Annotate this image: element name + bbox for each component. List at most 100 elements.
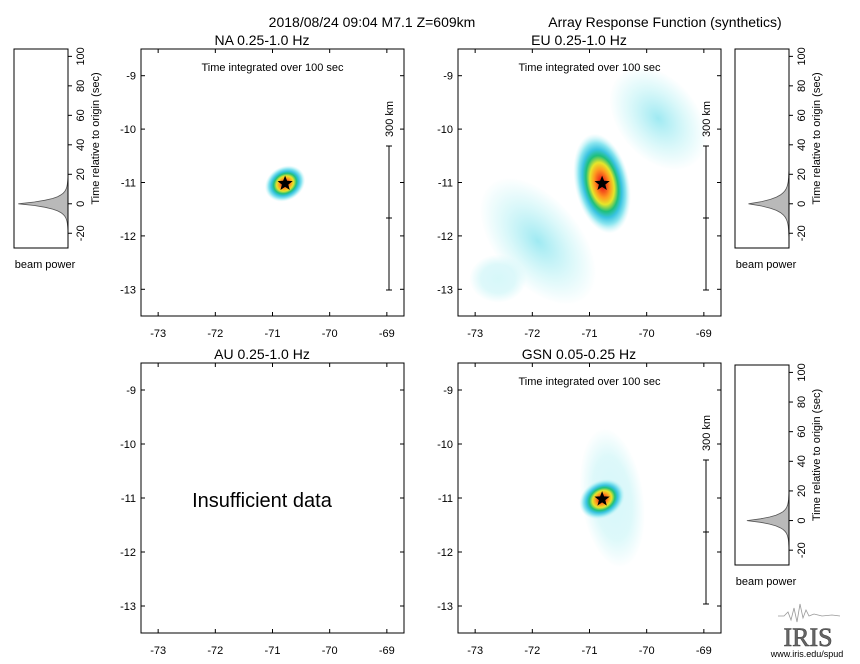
scale-bar-label: 300 km	[701, 101, 713, 137]
iris-logo: IRIS www.iris.edu/spud	[770, 603, 844, 659]
y-tick-label: -9	[126, 71, 136, 83]
beam-power-trace	[746, 485, 790, 557]
x-tick-label: -69	[696, 645, 712, 657]
array-response-panels: -73 -72 -71 -70 -69 -9 -10 -11 -12 -13 NA 0.25-1.0…	[120, 32, 722, 657]
beam-power-trace	[18, 168, 69, 240]
beam-power-trace	[748, 159, 790, 248]
panel-subtitle: Time integrated over 100 sec	[518, 376, 661, 388]
seismogram-squiggle	[778, 603, 841, 623]
beam-axis-label: Time relative to origin (sec)	[811, 72, 823, 204]
x-tick-label: -72	[524, 328, 540, 340]
y-tick-label: -10	[437, 124, 453, 136]
x-tick-label: -71	[582, 645, 598, 657]
panel-eu: -73 -72 -71 -70 -69 -9 -10 -11 -12 -13 EU 0.25-1.0…	[437, 32, 722, 340]
x-tick-label: -72	[207, 645, 223, 657]
beam-tick-label: 60	[75, 109, 87, 121]
heatmap-layer	[579, 428, 646, 568]
y-tick-label: -10	[120, 124, 136, 136]
beam-tick-label: 80	[796, 396, 808, 408]
x-tick-label: -72	[524, 645, 540, 657]
iris-url: www.iris.edu/spud	[770, 649, 844, 659]
y-tick-label: -12	[437, 231, 453, 243]
beam-power-panel: 100 80 60 40 20 0 -20 Time relative to origin (…	[734, 363, 823, 588]
x-tick-label: -70	[639, 645, 655, 657]
beam-axis-label: Time relative to origin (sec)	[811, 389, 823, 521]
y-tick-label: -9	[126, 385, 136, 397]
scale-bar-label: 300 km	[701, 415, 713, 451]
y-tick-label: -9	[443, 385, 453, 397]
beam-panel-frame	[734, 48, 790, 249]
x-tick-label: -73	[467, 645, 483, 657]
y-tick-label: -12	[120, 231, 136, 243]
iris-logo-wordmark: IRIS	[783, 623, 832, 652]
y-tick-label: -12	[120, 547, 136, 559]
panel-gsn: -73 -72 -71 -70 -69 -9 -10 -11 -12 -13 GSN 0.05-0.…	[437, 346, 722, 657]
x-tick-label: -72	[207, 328, 223, 340]
beam-tick-label: 80	[796, 80, 808, 92]
y-tick-label: -11	[438, 178, 453, 190]
y-tick-label: -11	[121, 178, 136, 190]
beam-tick-label: 80	[75, 80, 87, 92]
panel-title: GSN 0.05-0.25 Hz	[522, 346, 636, 362]
epicenter-star-marker	[594, 491, 610, 506]
beam-power-caption: beam power	[736, 259, 797, 271]
beam-power-panels: 100 80 60 40 20 0 -20 Time relative to origin (…	[13, 47, 823, 588]
beam-tick-label: 20	[796, 168, 808, 180]
insufficient-data-message: Insufficient data	[192, 490, 333, 512]
panel-title: AU 0.25-1.0 Hz	[214, 346, 310, 362]
panel-au: -73 -72 -71 -70 -69 -9 -10 -11 -12 -13 AU 0.25-1.0…	[120, 346, 405, 657]
beam-panel-frame	[13, 48, 69, 249]
y-tick-label: -10	[120, 439, 136, 451]
y-tick-label: -13	[120, 284, 136, 296]
y-tick-label: -10	[437, 439, 453, 451]
x-tick-label: -71	[265, 645, 281, 657]
panel-title: NA 0.25-1.0 Hz	[215, 32, 310, 48]
beam-tick-label: -20	[75, 225, 87, 241]
y-tick-label: -11	[438, 493, 453, 505]
beam-tick-label: 40	[796, 455, 808, 467]
beam-tick-label: -20	[796, 225, 808, 241]
event-label: 2018/08/24 09:04 M7.1 Z=609km	[269, 14, 476, 30]
beam-power-caption: beam power	[736, 576, 797, 588]
sidelobe	[609, 66, 707, 171]
panel-na: -73 -72 -71 -70 -69 -9 -10 -11 -12 -13 NA 0.25-1.0…	[120, 32, 405, 340]
x-tick-label: -69	[379, 328, 395, 340]
sidelobe	[469, 254, 527, 303]
x-tick-label: -69	[696, 328, 712, 340]
y-tick-label: -11	[121, 493, 136, 505]
x-tick-label: -70	[322, 645, 338, 657]
beam-tick-label: 100	[796, 363, 808, 381]
beam-tick-label: 20	[796, 485, 808, 497]
beam-panel-frame	[734, 364, 790, 566]
beam-power-panel: 100 80 60 40 20 0 -20 Time relative to origin (…	[13, 47, 102, 271]
x-tick-label: -71	[582, 328, 598, 340]
x-tick-label: -73	[467, 328, 483, 340]
heatmap-layer	[469, 66, 707, 305]
panel-title: EU 0.25-1.0 Hz	[531, 32, 627, 48]
beam-axis-label: Time relative to origin (sec)	[90, 72, 102, 204]
beam-tick-label: 0	[75, 201, 87, 207]
y-tick-label: -13	[437, 284, 453, 296]
y-tick-label: -9	[443, 71, 453, 83]
x-tick-label: -70	[322, 328, 338, 340]
x-tick-label: -71	[265, 328, 281, 340]
epicenter-star-marker	[277, 175, 293, 190]
y-tick-label: -13	[120, 601, 136, 613]
x-tick-label: -69	[379, 645, 395, 657]
figure-title: Array Response Function (synthetics)	[548, 14, 781, 30]
beam-power-caption: beam power	[15, 259, 76, 271]
x-tick-label: -70	[639, 328, 655, 340]
beam-tick-label: -20	[796, 542, 808, 558]
beam-tick-label: 60	[796, 426, 808, 438]
beam-tick-label: 0	[796, 517, 808, 523]
y-tick-label: -12	[437, 547, 453, 559]
beam-tick-label: 40	[75, 139, 87, 151]
y-tick-label: -13	[437, 601, 453, 613]
scale-bar-label: 300 km	[384, 101, 396, 137]
x-tick-label: -73	[150, 645, 166, 657]
beam-tick-label: 40	[796, 139, 808, 151]
beam-tick-label: 20	[75, 168, 87, 180]
beam-tick-label: 60	[796, 109, 808, 121]
beam-tick-label: 100	[796, 47, 808, 65]
